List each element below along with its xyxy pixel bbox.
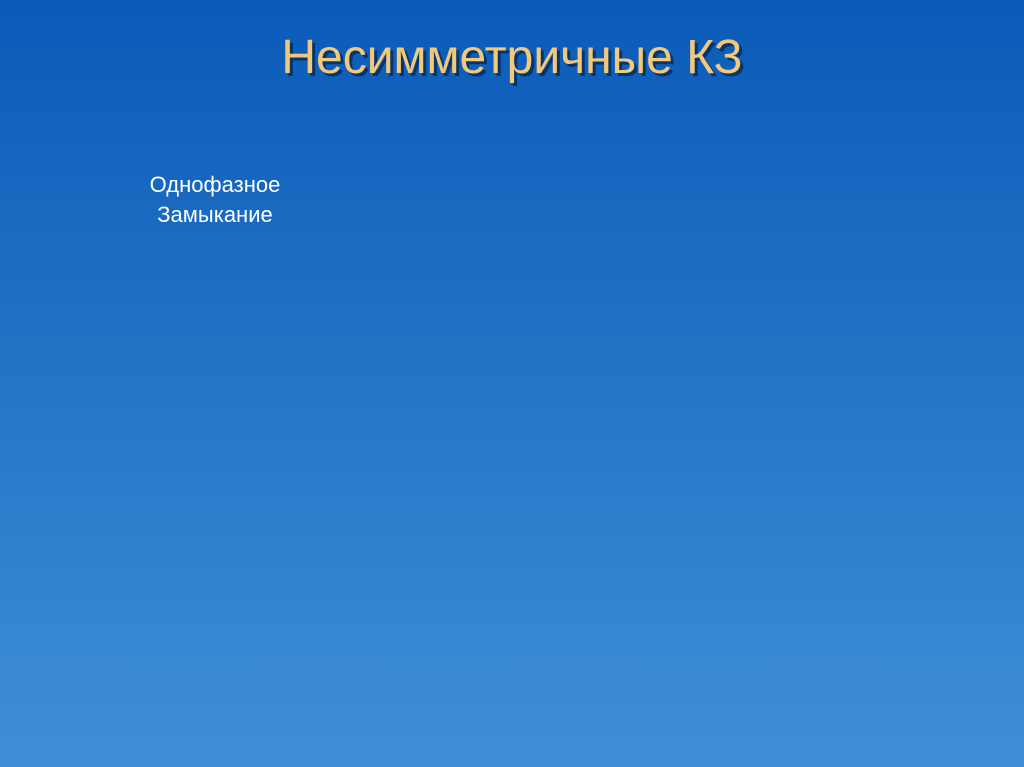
slide-root: Несимметричные КЗ Несимметричные КЗ Одно… [0, 0, 1024, 767]
slide-title: Несимметричные КЗ [0, 30, 1024, 85]
row-label: ОднофазноеЗамыкание [115, 170, 315, 229]
